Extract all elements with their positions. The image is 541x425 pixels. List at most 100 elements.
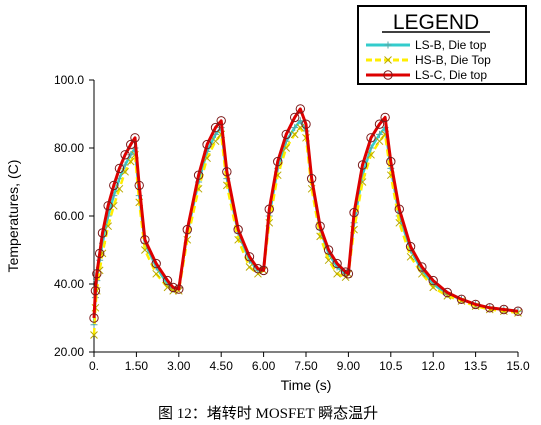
- x-tick-label: 12.0: [422, 359, 446, 373]
- ls-c-die-top-point: [130, 133, 140, 143]
- x-tick-label: 15.0: [506, 359, 530, 373]
- ls-c-die-top-point: [244, 252, 255, 262]
- ls-c-die-top-point: [281, 129, 291, 140]
- hs-b-die-top-point: [375, 137, 384, 146]
- y-ticks: 20.00 40.00 60.00 80.00 100.0: [54, 73, 94, 359]
- y-tick-label: 20.00: [54, 345, 84, 359]
- ls-c-die-top-point: [174, 284, 184, 294]
- hs-b-die-top-point: [290, 130, 299, 139]
- legend-ls-c-die-top-point: [383, 70, 393, 80]
- legend-label-ls-c-die-top: LS-C, Die top: [415, 68, 487, 82]
- ls-c-die-top-point: [485, 303, 495, 313]
- ls-c-die-top-point: [405, 241, 416, 252]
- hs-b-die-top-point: [429, 283, 438, 292]
- y-tick-label: 100.0: [54, 73, 84, 87]
- x-tick-label: 7.50: [294, 359, 318, 373]
- ls-c-die-top-point: [90, 286, 101, 296]
- ls-c-die-top-point: [134, 180, 144, 191]
- ls-c-die-top-point: [499, 304, 509, 315]
- legend-entry-ls-b-die-top: LS-B, Die top: [366, 38, 487, 52]
- ls-c-die-top-point: [162, 275, 173, 286]
- ls-c-die-top-point: [151, 258, 161, 269]
- ls-c-die-top-point: [193, 170, 204, 180]
- figure-caption: 图 12：堵转时 MOSFET 瞬态温升: [158, 405, 378, 422]
- ls-c-die-top-point: [357, 160, 368, 170]
- y-tick-label: 60.00: [54, 209, 84, 223]
- ls-c-die-top-point: [315, 221, 325, 231]
- hs-b-die-top-point: [115, 184, 124, 193]
- hs-b-die-top-point: [245, 263, 254, 271]
- ls-c-die-top-point: [233, 224, 243, 235]
- ls-c-die-top-point: [89, 313, 99, 323]
- x-tick-label: 10.5: [379, 359, 403, 373]
- ls-b-die-top-point: [375, 130, 383, 138]
- ls-c-die-top-point: [295, 104, 306, 114]
- y-axis-title: Temperatures, (C): [5, 160, 21, 273]
- ls-c-die-top-point: [126, 139, 136, 150]
- y-tick-label: 40.00: [54, 277, 84, 291]
- ls-c-die-top-point: [168, 282, 178, 293]
- ls-c-die-top-point: [332, 258, 342, 269]
- legend-entry-hs-b-die-top: HS-B, Die Top: [366, 53, 491, 67]
- ls-c-die-top-point: [258, 265, 269, 276]
- legend-hs-b-die-top-point: [384, 56, 392, 64]
- ls-c-die-top-point: [323, 245, 334, 255]
- ls-c-die-top-point: [114, 163, 125, 174]
- ls-c-die-top-point: [301, 119, 311, 129]
- x-tick-label: 9.00: [337, 359, 361, 373]
- x-tick-label: 0.: [89, 359, 99, 373]
- ls-c-die-top-point: [253, 264, 263, 274]
- ls-c-die-top-point: [109, 180, 119, 191]
- ls-c-die-top-point: [182, 224, 192, 235]
- ls-c-die-top-point: [470, 299, 481, 310]
- legend-entry-ls-c-die-top: LS-C, Die top: [366, 68, 487, 82]
- y-tick-label: 80.00: [54, 141, 84, 155]
- hs-b-die-top-point: [254, 269, 262, 278]
- series-layer: [89, 104, 523, 339]
- ls-c-die-top-point: [442, 287, 453, 298]
- ls-c-die-top-point: [428, 275, 438, 286]
- ls-c-die-top-point: [94, 248, 105, 259]
- ls-c-die-top-point: [380, 112, 390, 123]
- x-tick-label: 4.50: [210, 359, 234, 373]
- hs-b-die-top-point: [296, 123, 305, 132]
- legend-label-ls-b-die-top: LS-B, Die top: [415, 38, 487, 52]
- x-tick-label: 1.50: [125, 359, 149, 373]
- ls-c-die-top-point: [417, 262, 427, 272]
- hs-b-die-top-point: [367, 150, 375, 159]
- hs-b-die-top-point: [126, 157, 135, 166]
- ls-c-die-top-point: [343, 269, 354, 279]
- ls-c-die-top-point: [216, 116, 226, 126]
- ls-b-die-top-point: [296, 117, 304, 125]
- ls-c-die-top-point: [456, 294, 467, 304]
- series-line-ls-c-die-top: [92, 107, 519, 319]
- ls-c-die-top-point: [349, 207, 359, 218]
- hs-b-die-top-point: [121, 167, 129, 176]
- ls-c-die-top-point: [140, 235, 150, 245]
- series-line-ls-b-die-top: [92, 119, 519, 325]
- series-line-hs-b-die-top: [92, 126, 519, 336]
- series-hs-b-die-top: [90, 123, 522, 339]
- ls-c-die-top-point: [202, 139, 212, 150]
- legend-label-hs-b-die-top: HS-B, Die Top: [415, 53, 491, 67]
- x-tick-label: 6.00: [252, 359, 276, 373]
- x-ticks: 0. 1.50 3.00 4.50 6.00 7.50 9.00 10.5 12.0 13.5 15…: [89, 352, 530, 373]
- ls-b-die-top-point: [127, 151, 135, 159]
- x-tick-label: 13.5: [464, 359, 488, 373]
- ls-c-die-top-point: [386, 156, 396, 167]
- hs-b-die-top-point: [211, 137, 220, 146]
- x-axis-title: Time (s): [281, 377, 332, 393]
- ls-c-die-top-point: [306, 173, 317, 184]
- ls-b-die-top-point: [291, 124, 299, 132]
- ls-c-die-top-point: [374, 119, 385, 129]
- ls-c-die-top-point: [366, 133, 376, 143]
- ls-c-die-top-point: [103, 201, 113, 211]
- ls-c-die-top-point: [289, 112, 300, 123]
- legend-title: LEGEND: [393, 11, 479, 34]
- hs-b-die-top-point: [333, 269, 341, 278]
- hs-b-die-top-point: [324, 256, 333, 265]
- ls-c-die-top-point: [340, 267, 351, 277]
